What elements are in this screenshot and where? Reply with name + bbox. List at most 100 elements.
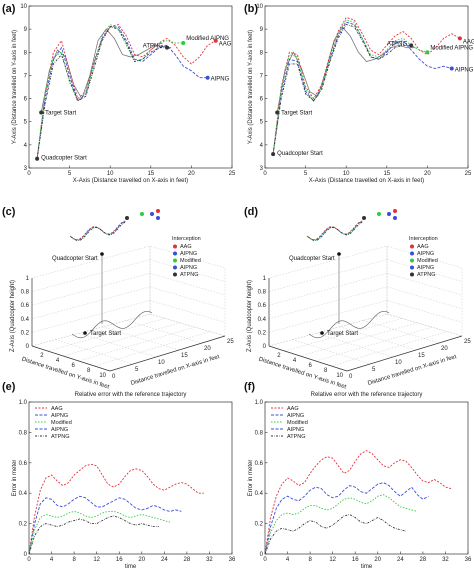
x-tick-label: 0 (27, 557, 31, 563)
marker-point (425, 50, 430, 55)
interception-point (393, 216, 397, 220)
legend-marker (410, 244, 414, 249)
y-tick-label: 5 (24, 120, 28, 126)
wall-gridline (31, 300, 151, 333)
z-tick-label: 0.8 (21, 290, 30, 296)
series-line-modified (272, 19, 428, 155)
trajectory-modified (70, 221, 126, 241)
x-tick-label: 15 (383, 171, 390, 177)
x-tick-label: 24 (397, 557, 404, 563)
legend-label: AAG (417, 244, 429, 250)
panel-label: (c) (2, 206, 16, 218)
marker-label: Quadcopter Start (41, 156, 87, 162)
x-tick-label: 28 (420, 557, 427, 563)
y-tick-label: 10 (336, 373, 343, 379)
marker-point (205, 75, 210, 80)
wall-gridline (31, 273, 151, 306)
interception-point (387, 212, 391, 216)
series-line-modified (264, 494, 418, 555)
wall-gridline (268, 286, 388, 319)
x-tick-label: 0 (349, 374, 353, 380)
y-axis-line (31, 345, 111, 372)
wall-gridline (149, 300, 226, 323)
wall-gridline (386, 300, 463, 323)
legend-label: Modified (417, 258, 438, 264)
interception-point (377, 212, 381, 216)
series-line-aag (36, 23, 217, 159)
panel-label: (a) (2, 3, 16, 15)
y-tick-label: 0.8 (19, 430, 28, 436)
series-line-modified (28, 510, 171, 555)
marker-label: Target Start (281, 110, 312, 116)
y-tick-label: 0.4 (255, 491, 264, 497)
y-tick-label: 10 (99, 373, 106, 379)
chart-panel-4: (e) Relative error with the reference tra… (2, 381, 236, 568)
marker-label: AIPNG (211, 77, 230, 83)
legend-marker (410, 272, 414, 277)
y-tick-label: 4 (24, 143, 28, 149)
y-tick-label: 0.2 (19, 522, 28, 528)
x-axis-label: time (361, 564, 373, 568)
wall-gridline (31, 259, 151, 292)
z-tick-label: 1 (263, 276, 267, 282)
trajectory-atpng (70, 221, 127, 241)
y-tick-label: 6 (308, 363, 312, 369)
floor-gridline (316, 333, 394, 358)
right-wall-grid (386, 245, 463, 337)
legend-marker (410, 265, 414, 270)
marker-point (457, 36, 462, 41)
target-start-point (320, 331, 324, 335)
x-tick-label: 20 (138, 557, 145, 563)
marker-label: Modified AIPNG (186, 36, 229, 42)
marker-point (449, 66, 454, 71)
x-tick-label: 32 (206, 557, 213, 563)
x-tick-label: 0 (263, 557, 267, 563)
y-axis-line (268, 345, 348, 372)
legend-label: AIPNG (287, 413, 304, 419)
y-tick-label: 8 (24, 50, 28, 56)
legend-label: AIPNG (417, 251, 434, 257)
x-axis-line (109, 335, 226, 372)
x-axis-line (346, 335, 463, 372)
wall-gridline (268, 273, 388, 306)
legend-label: AAG (287, 406, 299, 412)
x-tick-label: 10 (107, 171, 114, 177)
series-line-target (40, 28, 172, 113)
wall-gridline (149, 273, 226, 296)
plot-frame (264, 401, 469, 555)
trajectory-modified (307, 221, 363, 241)
wall-gridline (268, 259, 388, 292)
plot-frame (264, 5, 469, 169)
y-axis-label: Distance travelled on Y-axis in feet (258, 357, 347, 391)
y-tick-label: 7 (260, 73, 264, 79)
chart-title: Relative error with the reference trajec… (311, 392, 423, 398)
series-line-aag (28, 463, 204, 555)
x-tick-label: 5 (68, 171, 72, 177)
series-line-atpng (272, 23, 412, 155)
y-tick-label: 3 (260, 166, 264, 172)
y-tick-label: 10 (20, 4, 27, 10)
right-wall-grid (149, 245, 226, 337)
x-tick-label: 36 (465, 557, 472, 563)
y-tick-label: 6 (71, 363, 75, 369)
wall-gridline (149, 286, 226, 309)
x-axis-label: X-Axis (Distance travelled on X-axis in … (73, 178, 188, 184)
x-tick-label: 0 (27, 171, 31, 177)
y-tick-label: 0.2 (255, 522, 264, 528)
floor-gridline (94, 331, 211, 367)
z-tick-label: 0.4 (258, 317, 267, 323)
annotation-target-start: Target Start (90, 331, 121, 337)
x-tick-label: 10 (158, 360, 165, 366)
x-tick-label: 5 (304, 171, 308, 177)
series-line-atpng (28, 515, 159, 555)
floor-gridline (126, 320, 203, 344)
x-tick-label: 24 (161, 557, 168, 563)
x-axis-label: time (125, 564, 137, 568)
legend-title: Interception (172, 236, 201, 242)
interception-point (362, 216, 366, 220)
y-tick-label: 4 (293, 358, 297, 364)
floor-gridline (102, 326, 180, 351)
z-tick-label: 0.2 (258, 330, 267, 336)
y-tick-label: 2 (277, 353, 281, 359)
